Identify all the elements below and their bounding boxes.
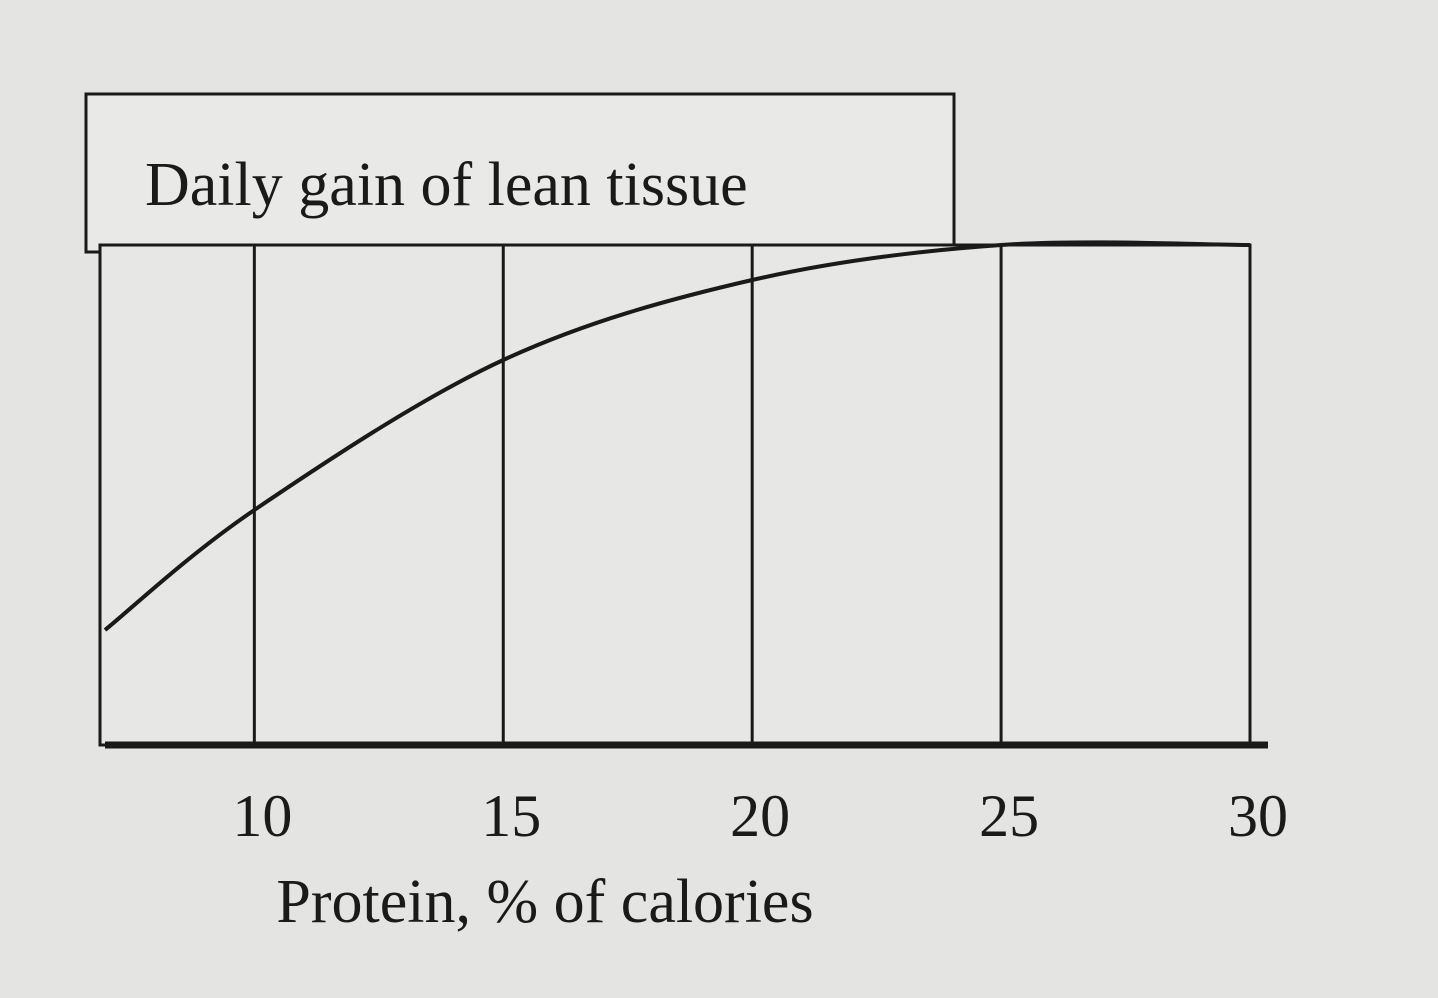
x-tick-label: 30 (1228, 783, 1288, 849)
x-tick-label: 25 (979, 783, 1039, 849)
line (103, 240, 1251, 632)
x-tick-label: 10 (232, 783, 292, 849)
x-axis-label: Protein, % of calories (276, 868, 813, 936)
chart-title: Daily gain of lean tissue (145, 151, 748, 219)
x-tick-label: 15 (481, 783, 541, 849)
x-tick-label: 20 (730, 783, 790, 849)
plot-area (98, 243, 1252, 747)
title-box (84, 92, 956, 254)
